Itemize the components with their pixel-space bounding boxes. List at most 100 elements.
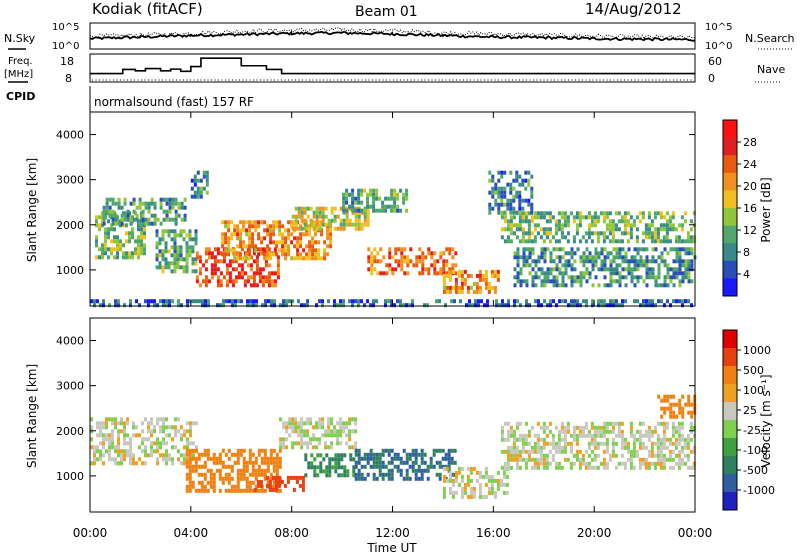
power-cells-cell	[403, 255, 407, 260]
velocity-colorbar-label: Velocity [m s⁻¹]	[759, 374, 773, 467]
power-cells-cell	[195, 275, 199, 280]
velocity-cells-cell	[687, 398, 691, 403]
time-x-axis: 00:00 04:00 08:00 12:00 16:00 20:00 00:00	[73, 112, 712, 540]
power-cells-cell	[531, 279, 535, 284]
power-cells-cell	[176, 257, 180, 262]
power-cells-cell	[384, 303, 387, 308]
power-cells-cell	[174, 217, 178, 222]
velocity-cells-cell	[236, 456, 240, 461]
velocity-cells-cell	[117, 441, 120, 446]
velocity-cells-cell	[650, 449, 654, 454]
power-cells-cell	[234, 267, 238, 272]
power-cells-cell	[531, 251, 535, 256]
power-cells-cell	[442, 259, 446, 264]
power-cells-cell	[400, 263, 404, 268]
power-cells-cell	[261, 267, 265, 272]
power-cells-cell	[351, 192, 355, 197]
velocity-cells-cell	[348, 445, 352, 450]
power-cells-cell	[272, 240, 276, 245]
power-cells-cell	[497, 190, 501, 195]
power-cells-cell	[321, 210, 325, 215]
power-cells-cell	[654, 275, 658, 280]
power-cells-cell	[684, 267, 688, 272]
power-cells-cell	[114, 213, 118, 218]
power-cells-cell	[249, 267, 253, 272]
velocity-cells-cell	[375, 456, 379, 461]
velocity-cells-cell	[560, 465, 564, 470]
velocity-cells-cell	[677, 421, 681, 426]
velocity-cells-cell	[396, 464, 400, 469]
velocity-cells-cell	[487, 486, 491, 491]
velocity-cells-cell	[272, 480, 276, 485]
power-cells-cell	[296, 256, 300, 261]
velocity-cells-cell	[659, 445, 663, 450]
velocity-cells-cell	[192, 453, 195, 458]
noise-tick-left-low: 10^0	[52, 41, 79, 52]
velocity-cells-cell	[590, 425, 594, 430]
velocity-cells-cell	[188, 484, 192, 489]
power-cells-cell	[495, 299, 498, 304]
power-cells-cell	[155, 253, 159, 258]
velocity-cells-cell	[159, 429, 162, 434]
power-cells-cell	[314, 248, 318, 253]
power-cells-cell	[594, 263, 598, 268]
velocity-cells-cell	[316, 465, 320, 470]
power-cells-cell	[303, 303, 306, 308]
velocity-cells-cell	[291, 425, 295, 430]
power-cells-cell	[555, 275, 559, 280]
velocity-cells-cell	[256, 479, 260, 484]
velocity-cells-cell	[678, 410, 682, 415]
power-cells-cell	[123, 197, 127, 202]
power-cells-cell	[500, 202, 504, 207]
velocity-cells-cell	[114, 445, 117, 450]
power-cells-cell	[254, 244, 258, 249]
power-cells-cell	[131, 227, 134, 232]
power-cells-cell	[275, 240, 279, 245]
velocity-cells-cell	[584, 449, 588, 454]
power-cells-cell	[681, 299, 684, 304]
velocity-cells-cell	[509, 425, 513, 430]
power-cells-cell	[570, 275, 574, 280]
velocity-cells-cell	[438, 448, 442, 453]
velocity-cells-cell	[608, 429, 612, 434]
power-cells-cell	[173, 269, 177, 274]
power-cells-cell	[558, 271, 562, 276]
power-cells-cell	[636, 247, 640, 252]
velocity-cells-cell	[322, 457, 326, 462]
power-cells-cell	[342, 218, 346, 223]
velocity-cells-cell	[435, 472, 439, 477]
velocity-cells-cell	[327, 421, 331, 426]
power-cells-cell	[330, 210, 334, 215]
velocity-cells-cell	[653, 453, 657, 458]
velocity-cells-cell	[560, 425, 564, 430]
velocity-cells-cell	[123, 433, 126, 438]
power-cells-cell	[123, 303, 126, 308]
power-cells-cell	[576, 279, 580, 284]
velocity-cells-cell	[420, 448, 424, 453]
power-cells-cell	[225, 283, 229, 288]
velocity-cells-cell	[408, 456, 412, 461]
power-cells-cell	[448, 269, 452, 274]
velocity-cells-cell	[111, 437, 114, 442]
power-cells-cell	[167, 261, 171, 266]
velocity-cells-cell	[590, 441, 594, 446]
power-cells-cell	[317, 248, 321, 253]
velocity-cells-cell	[469, 478, 473, 483]
power-cells-cell	[294, 222, 298, 227]
power-cells-cell	[557, 223, 561, 228]
power-cells-cell	[442, 273, 446, 278]
power-cells-cell	[564, 267, 568, 272]
power-cells-cell	[411, 299, 414, 304]
power-cells-cell	[552, 299, 555, 304]
velocity-cells-cell	[108, 449, 111, 454]
velocity-cells-cell	[346, 473, 350, 478]
velocity-cells-cell	[647, 461, 651, 466]
power-cells-cell	[303, 222, 307, 227]
power-cells-cell	[315, 210, 319, 215]
power-cells-cell	[153, 217, 157, 222]
velocity-cells-cell	[343, 453, 347, 458]
velocity-cells-cell	[596, 453, 600, 458]
velocity-cells-cell	[203, 448, 207, 453]
power-cells-cell	[168, 299, 171, 304]
power-cells-cell	[593, 215, 597, 220]
